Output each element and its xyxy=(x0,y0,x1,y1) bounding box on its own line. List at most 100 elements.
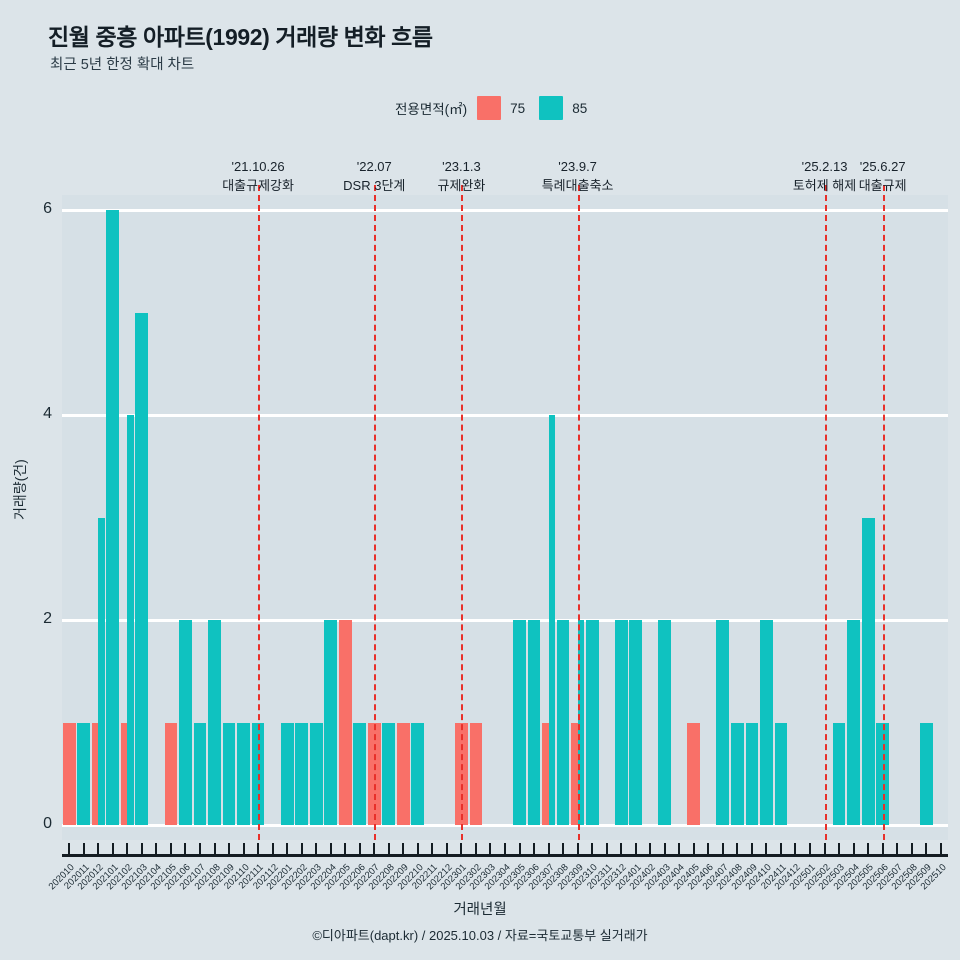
bar-85-202407[interactable] xyxy=(716,620,730,825)
x-tick-202504 xyxy=(852,843,855,855)
bar-85-202409[interactable] xyxy=(745,722,759,825)
bar-85-202102[interactable] xyxy=(127,415,134,825)
bar-85-202110[interactable] xyxy=(237,722,250,825)
bar-75-202010[interactable] xyxy=(62,722,76,825)
event-line-0 xyxy=(258,185,261,840)
bar-85-202203[interactable] xyxy=(309,722,323,825)
legend-item-75[interactable]: 75 xyxy=(477,96,525,120)
x-tick-202304 xyxy=(504,843,506,855)
bar-75-202102[interactable] xyxy=(120,722,128,825)
bar-85-202202[interactable] xyxy=(295,722,309,825)
bar-85-202309[interactable] xyxy=(577,620,584,825)
legend-label-85: 85 xyxy=(572,100,588,116)
bar-85-202408[interactable] xyxy=(731,722,744,825)
y-tick-label-4: 4 xyxy=(43,405,52,422)
bar-85-202401[interactable] xyxy=(629,620,643,825)
bar-85-202201[interactable] xyxy=(280,722,294,825)
bar-85-202503[interactable] xyxy=(832,722,846,825)
x-tick-202401 xyxy=(634,843,637,855)
page-title: 진월 중흥 아파트(1992) 거래량 변화 흐름 xyxy=(48,24,433,50)
chart-legend: 전용면적(㎡) 75 85 xyxy=(395,95,601,121)
bar-85-202308[interactable] xyxy=(556,620,570,825)
bar-85-202107[interactable] xyxy=(193,722,207,825)
bar-85-202312[interactable] xyxy=(614,620,628,825)
x-tick-202404 xyxy=(678,843,681,855)
bar-85-202012[interactable] xyxy=(98,517,105,825)
bar-85-202509[interactable] xyxy=(919,722,933,825)
bar-85-202109[interactable] xyxy=(222,722,236,825)
bar-85-202411[interactable] xyxy=(774,722,788,825)
x-tick-202308 xyxy=(562,843,565,855)
y-tick-label-6: 6 xyxy=(43,200,52,217)
legend-item-85[interactable]: 85 xyxy=(539,96,587,120)
bar-75-202405[interactable] xyxy=(687,722,701,825)
event-label-4: '25.2.13 토허제 해제 xyxy=(793,158,856,196)
bar-85-202206[interactable] xyxy=(353,722,367,825)
bar-75-202302[interactable] xyxy=(469,722,483,825)
event-date-2: '23.1.3 xyxy=(442,159,481,174)
bar-85-202307[interactable] xyxy=(548,415,555,825)
footer-note: ©디아파트(dapt.kr) / 2025.10.03 / 자료=국토교통부 실… xyxy=(312,928,648,943)
event-label-0: '21.10.26 대출규제강화 xyxy=(222,158,294,196)
bar-75-202309[interactable] xyxy=(571,722,578,825)
event-line-3 xyxy=(577,185,580,840)
bar-85-202505[interactable] xyxy=(861,517,875,825)
x-tick-202202 xyxy=(300,843,303,855)
x-tick-202112 xyxy=(271,843,274,855)
y-tick-label-2: 2 xyxy=(43,610,52,627)
x-tick-202305 xyxy=(518,843,521,855)
event-line-2 xyxy=(461,185,464,840)
bar-85-202504[interactable] xyxy=(847,620,860,825)
event-label-1: '22.07 DSR 3단계 xyxy=(343,158,405,196)
x-tick-202309 xyxy=(576,843,579,855)
x-tick-202010 xyxy=(68,843,71,855)
bar-75-202209[interactable] xyxy=(396,722,410,825)
x-tick-202107 xyxy=(198,843,201,855)
x-tick-202507 xyxy=(896,843,899,855)
x-tick-202310 xyxy=(591,843,594,855)
bar-75-202012[interactable] xyxy=(91,722,99,825)
x-tick-202302 xyxy=(474,843,477,855)
x-tick-202209 xyxy=(402,843,405,855)
event-label-3: '23.9.7 특례대출축소 xyxy=(542,158,614,196)
page-subtitle: 최근 5년 한정 확대 차트 xyxy=(50,57,195,73)
bar-85-202011[interactable] xyxy=(77,722,91,825)
x-tick-202506 xyxy=(881,843,884,855)
event-label-5: '25.6.27 대출규제 xyxy=(859,158,907,196)
x-tick-202011 xyxy=(82,843,85,855)
x-tick-202203 xyxy=(315,843,318,855)
bar-85-202310[interactable] xyxy=(585,620,599,825)
event-name-1: DSR 3단계 xyxy=(343,177,406,193)
bar-85-202103[interactable] xyxy=(135,312,149,825)
x-tick-202410 xyxy=(765,843,768,855)
x-tick-202502 xyxy=(823,843,826,855)
bar-85-202108[interactable] xyxy=(208,620,221,825)
event-name-3: 특례대출축소 xyxy=(541,177,614,193)
bar-85-202101[interactable] xyxy=(106,210,120,825)
x-tick-202108 xyxy=(213,843,216,855)
bar-75-202205[interactable] xyxy=(338,620,352,825)
event-line-5 xyxy=(882,185,885,840)
event-name-2: 규제완화 xyxy=(437,177,486,193)
x-tick-202301 xyxy=(460,843,463,855)
x-tick-202405 xyxy=(692,843,695,855)
event-name-0: 대출규제강화 xyxy=(222,177,294,193)
x-tick-202407 xyxy=(721,843,724,855)
x-tick-202403 xyxy=(663,843,666,855)
bar-85-202208[interactable] xyxy=(382,722,396,825)
bar-85-202403[interactable] xyxy=(658,620,672,825)
legend-title: 전용면적(㎡) xyxy=(395,102,468,117)
bar-75-202105[interactable] xyxy=(164,722,178,825)
bar-85-202204[interactable] xyxy=(324,620,338,825)
legend-swatch-75 xyxy=(477,96,502,120)
bar-85-202210[interactable] xyxy=(411,722,425,825)
bar-85-202305[interactable] xyxy=(513,620,526,825)
bar-85-202306[interactable] xyxy=(527,620,541,825)
bar-75-202307[interactable] xyxy=(542,722,549,825)
bar-85-202106[interactable] xyxy=(179,620,192,825)
event-date-5: '25.6.27 xyxy=(859,159,906,174)
x-tick-202012 xyxy=(97,843,100,855)
y-tick-label-0: 0 xyxy=(43,815,52,832)
bar-85-202410[interactable] xyxy=(760,620,773,825)
event-label-2: '23.1.3 규제완화 xyxy=(438,158,486,196)
